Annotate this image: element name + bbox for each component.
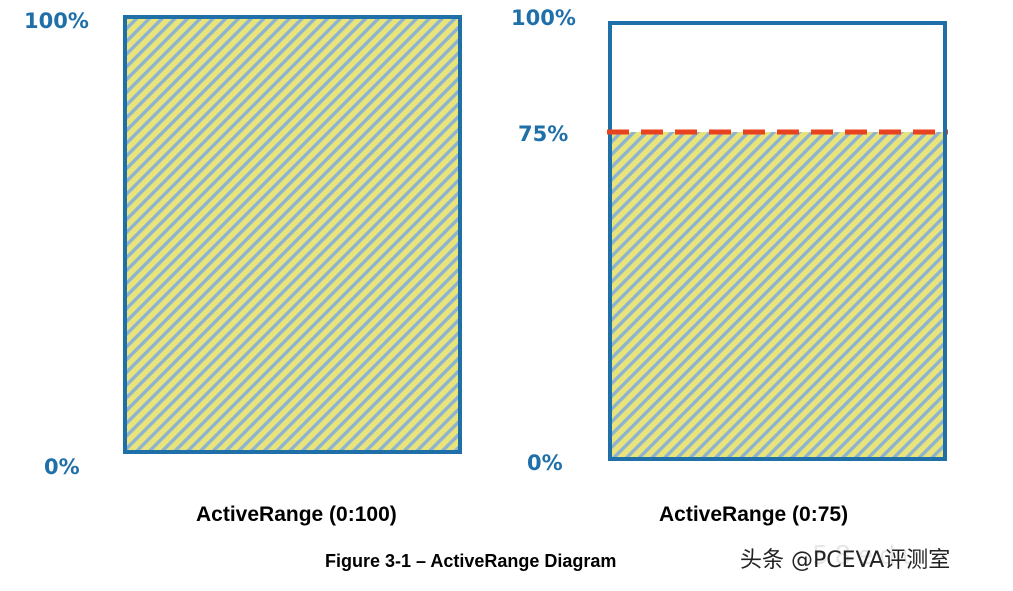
right-range-box	[608, 21, 947, 461]
figure-caption: Figure 3-1 – ActiveRange Diagram	[325, 551, 617, 571]
right-active-fill	[610, 132, 945, 459]
left-bottom-label: 0%	[44, 455, 80, 479]
panel-right	[607, 21, 948, 461]
left-top-label: 100%	[24, 9, 89, 33]
watermark-ghost-text: 58edu	[812, 541, 925, 571]
right-panel-caption: ActiveRange (0:75)	[659, 503, 849, 526]
left-active-fill	[125, 17, 460, 452]
right-threshold-label: 75%	[518, 122, 569, 146]
right-top-label: 100%	[511, 6, 576, 30]
right-bottom-label: 0%	[527, 451, 563, 475]
left-range-box	[123, 15, 462, 454]
left-panel-caption: ActiveRange (0:100)	[196, 503, 397, 526]
panel-left	[123, 15, 462, 454]
watermark-text: 头条 @PCEVA评测室	[740, 548, 951, 573]
